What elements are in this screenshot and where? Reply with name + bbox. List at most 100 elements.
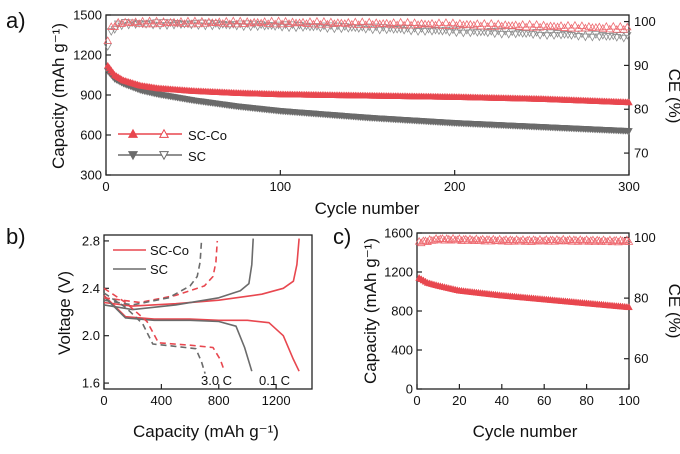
panel-b-curve-sc-30C (103, 240, 203, 306)
panel-a-point-sc-co-right (469, 20, 479, 29)
panel-b-label: b) (6, 224, 26, 249)
panel-c-ylabel: Capacity (mAh g⁻¹) (361, 238, 380, 384)
panel-c-point-ce (588, 235, 598, 244)
panel-c-point-ce (597, 237, 606, 245)
panel-a-point-sc-co-right (330, 19, 339, 28)
panel-a-ytick-label: 900 (80, 88, 102, 103)
panel-a-point-sc-co-right (392, 20, 402, 29)
panel-a-point-sc-co-right (218, 18, 228, 27)
panel-c-label: c) (333, 224, 351, 249)
panel-b-xtick-label: 1200 (262, 393, 291, 408)
panel-a-point-sc-co-right (584, 22, 594, 30)
panel-c-point-ce (429, 235, 439, 244)
panel-c-point-ce (535, 234, 545, 243)
panel-c-point-ce (448, 233, 458, 242)
panel-c-point-ce (612, 235, 621, 244)
panel-a-xtick-label: 0 (102, 179, 109, 194)
panel-a-point-sc-co-right (176, 17, 186, 25)
panel-c-point-ce (476, 235, 485, 244)
panel-b-curve-sc-co-30C (103, 240, 219, 304)
panel-a-point-sc-right (514, 29, 524, 38)
panel-a-point-sc-right (141, 21, 151, 29)
panel-c-xtick-label: 0 (413, 393, 420, 408)
panel-a-point-sc-co-right (452, 20, 461, 29)
panel-b-curve-sc-01C (103, 238, 254, 311)
panel-a-point-sc-co-left (625, 98, 633, 106)
panel-a-point-sc-right (427, 27, 437, 36)
panel-c-point-capacity (625, 303, 633, 311)
panel-c-point-ce (539, 236, 549, 244)
panel-a-legend-marker-filled-sc-co (127, 128, 139, 138)
panel-c-point-ce (529, 235, 538, 243)
panel-a-point-sc-co-right (298, 17, 308, 26)
panel-c-point-ce (425, 234, 434, 243)
panel-c-point-ce (461, 234, 471, 243)
panel-a-point-sc-co-right (103, 36, 113, 44)
panel-a-point-sc-co-right (277, 19, 287, 28)
panel-b-ytick-label: 1.6 (82, 376, 100, 391)
panel-c-point-ce (442, 234, 451, 242)
panel-a-point-sc-co-right (305, 17, 315, 25)
panel-a-point-sc-co-right (152, 16, 161, 25)
panel-a-point-sc-co-right (563, 20, 573, 29)
panel-a-point-sc-co-right (326, 17, 336, 26)
panel-b-frame (103, 234, 313, 390)
panel-a-point-sc-co-right (424, 19, 433, 28)
panel-c-point-ce (616, 235, 625, 244)
panel-a-point-sc-right (406, 27, 416, 36)
panel-a-point-sc-co-right (410, 18, 419, 26)
panel-a-point-sc-right (483, 29, 493, 38)
panel-a-point-sc-co-right (490, 22, 500, 30)
panel-a-point-sc-co-right (260, 17, 269, 25)
panel-c-y2tick-label: 80 (634, 291, 648, 306)
panel-c-ytick-label: 0 (406, 382, 413, 397)
panel-a-point-sc-co-right (598, 23, 608, 32)
panel-a-ytick-label: 1500 (73, 8, 102, 23)
panel-a-point-sc-co-right (312, 16, 322, 25)
panel-c-y2tick-label: 100 (634, 230, 656, 245)
panel-c-point-ce (436, 234, 445, 243)
panel-a-point-sc-co-right (222, 16, 231, 25)
panel-a-point-sc-co-right (396, 17, 405, 26)
panel-a-point-sc-right (361, 25, 371, 34)
panel-b-curve-sc-co-01C (103, 294, 300, 372)
panel-a-point-sc-co-right (351, 17, 360, 26)
panel-a-point-sc-co-right (427, 18, 437, 27)
panel-a-ylabel: Capacity (mAh g⁻¹) (49, 23, 68, 169)
panel-c-point-ce (599, 235, 608, 244)
panel-a-point-sc-co-right (385, 19, 395, 28)
panel-c-point-ce (499, 235, 509, 244)
panel-c-xtick-label: 80 (579, 393, 593, 408)
panel-a-point-sc-co-right (406, 20, 416, 29)
panel-a-point-sc-co-right (113, 17, 123, 26)
panel-a-point-sc-co-right (201, 18, 210, 27)
panel-c-point-ce (512, 235, 521, 243)
panel-a-point-sc-co-right (145, 16, 154, 25)
panel-a-point-sc-right (542, 32, 552, 40)
panel-a-point-sc-co-right (159, 17, 168, 25)
panel-a-point-sc-co-right (284, 19, 294, 27)
panel-b-legend-sc: SC (150, 262, 168, 277)
panel-a-point-sc-right (588, 33, 597, 42)
panel-a-point-sc-co-right (309, 19, 318, 28)
panel-c-y2tick-label: 60 (634, 351, 648, 366)
panel-b-ytick-label: 2.4 (82, 281, 100, 296)
panel-b-ytick-label: 2.0 (82, 328, 100, 343)
panel-a-point-sc-right (396, 25, 405, 34)
panel-a-point-sc-co-right (616, 22, 625, 30)
panel-a-point-sc-right (378, 24, 388, 32)
panel-c-point-ce (622, 235, 632, 244)
panel-a-point-sc-co-right (507, 21, 517, 29)
panel-a-point-sc-co-right (518, 19, 527, 28)
panel-a-point-sc-co-right (389, 18, 398, 26)
panel-a-point-sc-right (403, 25, 412, 33)
panel-a-point-sc-co-right (542, 22, 552, 31)
panel-c-point-ce (493, 236, 502, 245)
panel-c-point-ce (552, 235, 562, 243)
panel-a-point-sc-co-right (319, 17, 329, 25)
panel-b-annotation-0-1c: 0.1 C (259, 373, 290, 388)
panel-a-point-sc-co-right (235, 16, 245, 25)
panel-a-point-sc-co-right (263, 19, 273, 27)
panel-a-point-sc-co-right (535, 22, 545, 31)
panel-a-point-sc-co-right (134, 19, 144, 27)
